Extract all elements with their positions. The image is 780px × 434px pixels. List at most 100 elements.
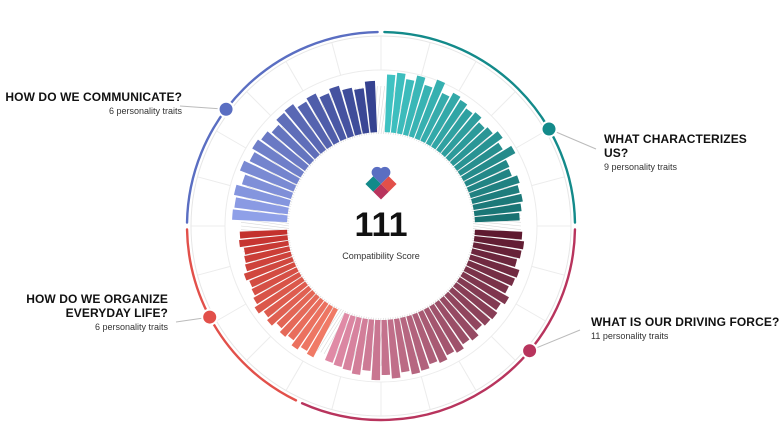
- grid-spoke: [246, 335, 272, 361]
- group-arc: [300, 228, 577, 422]
- trait-bar: [319, 93, 347, 142]
- outer-group-arcs: [185, 30, 577, 422]
- grid-spoke: [246, 91, 272, 117]
- trait-bar: [425, 92, 461, 146]
- grid-spoke: [515, 130, 546, 149]
- group-arc: [185, 30, 379, 224]
- group-title: WHAT IS OUR DRIVING FORCE?: [591, 315, 780, 329]
- trait-bar: [351, 318, 368, 375]
- trait-bar: [276, 112, 320, 160]
- trait-bar: [420, 92, 450, 143]
- trait-bar: [287, 297, 324, 341]
- trait-bar: [439, 296, 479, 341]
- trait-bar: [279, 293, 320, 337]
- trait-bar: [371, 319, 381, 381]
- trait-bar: [418, 310, 448, 363]
- compatibility-score-value: 111: [354, 206, 408, 244]
- grid-spoke: [490, 91, 516, 117]
- trait-bar: [466, 260, 515, 287]
- trait-bar: [243, 240, 290, 255]
- trait-bar: [249, 152, 300, 185]
- trait-bar: [456, 277, 501, 311]
- trait-bar: [276, 290, 316, 329]
- group-subtitle: 9 personality traits: [604, 162, 678, 172]
- trait-bar: [434, 300, 470, 345]
- trait-bar: [453, 131, 503, 171]
- leader-line: [548, 128, 597, 150]
- trait-bar: [466, 168, 512, 193]
- trait-bar: [251, 267, 299, 296]
- trait-bar: [470, 248, 518, 267]
- grid-spoke: [515, 303, 546, 322]
- hatch-line: [317, 309, 344, 351]
- group-marker-dot[interactable]: [201, 308, 219, 326]
- trait-bar: [342, 87, 362, 136]
- grid-spoke: [420, 376, 431, 410]
- trait-bar: [300, 304, 334, 351]
- trait-bar: [261, 131, 309, 171]
- group-marker-dot[interactable]: [521, 342, 539, 360]
- trait-bar: [239, 160, 297, 192]
- grid-spoke: [285, 61, 304, 92]
- trait-bar: [423, 307, 455, 356]
- grid-spoke: [490, 335, 516, 361]
- hatch-line: [320, 310, 347, 353]
- trait-bar: [472, 242, 522, 259]
- group-label-communicate: HOW DO WE COMMUNICATE? 6 personality tra…: [0, 90, 182, 116]
- group-subtitle: 6 personality traits: [108, 106, 182, 116]
- grid-spoke: [420, 42, 431, 76]
- grid-spoke: [285, 360, 304, 391]
- group-marker-dot[interactable]: [217, 100, 235, 118]
- grid-spoke: [458, 360, 477, 391]
- trait-bar: [469, 175, 520, 199]
- hatch-line: [241, 222, 290, 229]
- group-label-driving-force: WHAT IS OUR DRIVING FORCE? 11 personalit…: [591, 315, 780, 341]
- hatch-line: [378, 86, 385, 135]
- trait-bar: [254, 276, 305, 314]
- trait-bar: [233, 184, 291, 207]
- trait-bar: [457, 142, 503, 176]
- group-subtitle: 11 personality traits: [591, 331, 669, 341]
- group-arc: [383, 30, 577, 224]
- trait-bar: [445, 122, 485, 162]
- trait-bar: [243, 256, 294, 281]
- grid-spoke: [331, 376, 342, 410]
- trait-bar: [324, 312, 350, 363]
- hatch-line: [375, 85, 382, 135]
- trait-bar: [406, 314, 430, 371]
- trait-bar: [468, 254, 520, 278]
- trait-bar: [448, 287, 491, 326]
- trait-bar: [241, 174, 294, 199]
- trait-bar: [384, 74, 396, 133]
- trait-bar: [441, 112, 482, 158]
- trait-bar: [402, 75, 426, 136]
- trait-bar: [408, 84, 433, 138]
- trait-bar: [473, 236, 525, 250]
- trait-bar: [306, 93, 340, 145]
- trait-bar: [284, 104, 326, 154]
- trait-bar: [473, 203, 522, 217]
- group-arc: [185, 228, 298, 402]
- group-markers: [175, 100, 597, 360]
- leader-line: [529, 329, 581, 352]
- trait-bar: [253, 272, 302, 305]
- trait-bar: [232, 209, 288, 223]
- trait-bar: [239, 229, 288, 239]
- group-label-organize: HOW DO WE ORGANIZE EVERYDAY LIFE? 6 pers…: [0, 292, 168, 332]
- grid-spoke: [197, 176, 231, 187]
- group-title: HOW DO WE ORGANIZE EVERYDAY LIFE?: [26, 292, 168, 320]
- trait-bar: [362, 319, 375, 371]
- grid-spoke: [531, 176, 565, 187]
- group-label-characterizes: WHAT CHARACTERIZES US? 9 personality tra…: [604, 132, 774, 172]
- trait-bar: [267, 285, 312, 326]
- trait-bar: [329, 85, 354, 139]
- trait-bar: [333, 314, 356, 368]
- trait-bar: [381, 319, 391, 376]
- group-marker-dot[interactable]: [540, 120, 558, 138]
- trait-bar: [444, 291, 482, 331]
- group-subtitle: 6 personality traits: [94, 322, 168, 332]
- bar-layer: [232, 72, 525, 381]
- trait-bar: [453, 282, 498, 320]
